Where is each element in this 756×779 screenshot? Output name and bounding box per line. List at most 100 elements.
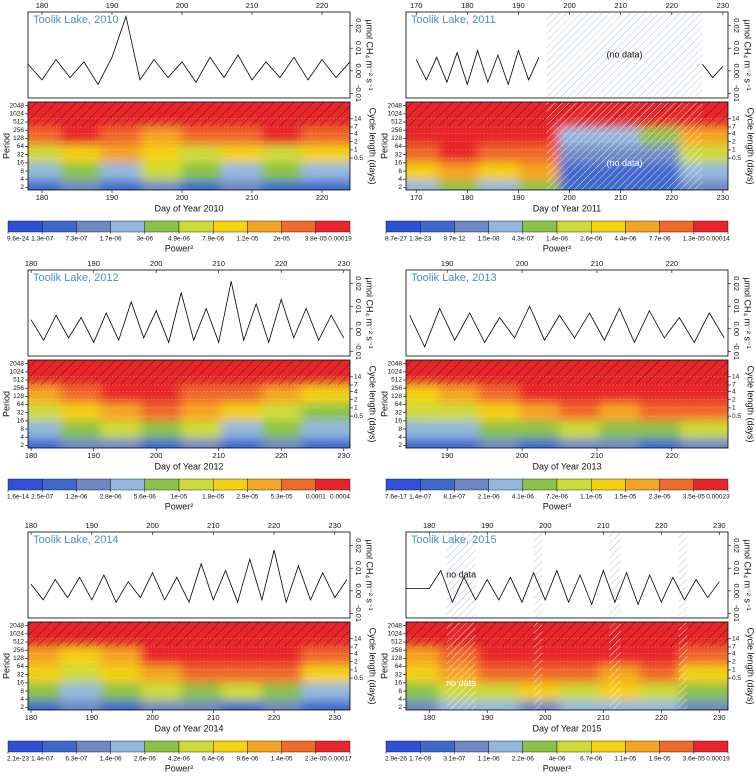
colorbar-segment [693, 220, 729, 233]
no-data-region [609, 622, 621, 710]
cycle-tick-label: 2 [732, 658, 736, 665]
y-tick-label: 0.00 [354, 322, 363, 337]
period-tick-label: 512 [13, 119, 24, 126]
period-tick-label: 16 [17, 680, 25, 687]
colorbar-tick-label: 1.2e-06 [65, 494, 87, 501]
y-tick-label: 0.00 [732, 322, 741, 337]
period-tick-label: 2 [398, 704, 402, 711]
y-tick-label: 0.02 [354, 18, 363, 33]
colorbar-tick-label: 2.5e-07 [31, 494, 53, 501]
colorbar-segment [144, 478, 180, 491]
cycle-tick-label: 2 [732, 396, 736, 403]
colorbar-segment [385, 478, 421, 491]
colorbar-segment [212, 478, 248, 491]
cone-hatch [28, 360, 350, 385]
colorbar-segment [281, 478, 317, 491]
colorbar-segment [42, 740, 77, 753]
x-tick-label: 200 [516, 259, 529, 268]
colorbar-tick-label: 9.6e-24 [7, 236, 29, 243]
period-tick-label: 64 [17, 663, 25, 670]
colorbar-tick-label: 6.3e-07 [65, 756, 87, 763]
colorbar-tick-label: 1.7e-09 [409, 756, 431, 763]
colorbar-segment [7, 740, 43, 753]
x-tick-label: 180 [461, 1, 474, 10]
colorbar-tick-label: 3e-06 [136, 236, 153, 243]
period-tick-label: 2048 [10, 102, 25, 109]
x-tick-label: 180 [25, 259, 38, 268]
colorbar-segment [42, 220, 77, 233]
x-tick-label: 200 [539, 713, 552, 722]
colorbar-tick-label: 7.9e-06 [202, 236, 224, 243]
cycle-tick-label: 1 [354, 667, 358, 674]
wavelet-frame [27, 359, 351, 449]
x-tick-label: 190 [106, 193, 119, 202]
y-tick-label: 0.02 [354, 276, 363, 291]
x-tick-label: 180 [25, 713, 38, 722]
cycle-tick-label: 4 [732, 130, 736, 137]
y-tick-label: -0.01 [732, 343, 741, 360]
cycle-tick-label: 2 [354, 658, 358, 665]
colorbar-tick-label: 1e-05 [171, 494, 188, 501]
cycle-axis-label: Cycle length (days) [746, 365, 756, 442]
heatmap-cells [28, 622, 350, 710]
period-tick-label: 32 [17, 151, 25, 158]
colorbar-segment [144, 740, 180, 753]
colorbar-segment [385, 220, 421, 233]
x-tick-label: 230 [717, 193, 730, 202]
period-tick-label: 1024 [10, 111, 25, 118]
colorbar-tick-label: 9.7e-12 [443, 236, 465, 243]
colorbar-segment [454, 220, 489, 233]
colorbar-segment [591, 478, 626, 491]
y-tick-label: 0.01 [732, 299, 741, 314]
period-axis-label: Period [379, 653, 389, 679]
x-tick-label: 210 [591, 259, 604, 268]
colorbar-segment [420, 478, 455, 491]
y-axis-label: μmol CH₄ m⁻² s⁻¹ [743, 19, 753, 90]
wavelet-frame [405, 101, 729, 191]
colorbar-tick-label: 4.1e-06 [512, 494, 534, 501]
colorbar-segment [76, 220, 111, 233]
period-tick-label: 64 [395, 663, 403, 670]
period-tick-label: 16 [17, 418, 25, 425]
colorbar-tick-label: 2.6e-06 [134, 756, 156, 763]
y-tick-label: -0.01 [732, 605, 741, 622]
colorbar-tick-label: 3.8e-05 [305, 236, 327, 243]
colorbar-tick-label: 2.1e-06 [478, 494, 500, 501]
colorbar-tick-label: 4e-06 [549, 756, 566, 763]
no-data-region [546, 13, 703, 97]
cycle-axis-label: Cycle length (days) [368, 107, 378, 184]
wavelet-frame [405, 359, 729, 449]
cycle-tick-label: 0.5 [732, 155, 741, 162]
period-tick-label: 64 [17, 401, 25, 408]
colorbar-segment [212, 220, 248, 233]
y-tick-label: 0.02 [354, 538, 363, 553]
period-tick-label: 4 [398, 696, 402, 703]
colorbar-tick-label: 0.0001 [306, 494, 326, 501]
heatmap [28, 360, 350, 448]
period-tick-label: 128 [391, 135, 402, 142]
no-data-label: (no data) [606, 158, 642, 168]
x-tick-label: 230 [337, 259, 350, 268]
x-tick-label: 190 [441, 259, 454, 268]
period-tick-label: 2048 [10, 360, 25, 367]
colorbar-segment [488, 220, 524, 233]
no-data-region [533, 622, 543, 710]
period-tick-label: 512 [13, 639, 24, 646]
period-tick-label: 32 [17, 409, 25, 416]
x-tick-label: 170 [410, 193, 423, 202]
period-tick-label: 8 [20, 688, 24, 695]
x-tick-label: 200 [150, 451, 163, 460]
y-axis-label: μmol CH₄ m⁻² s⁻¹ [743, 539, 753, 610]
colorbar-segment [522, 478, 558, 491]
colorbar-tick-label: 6.4e-06 [202, 756, 224, 763]
cycle-tick-label: 14 [732, 636, 740, 643]
colorbar-segment [659, 220, 694, 233]
x-tick-label: 200 [563, 1, 576, 10]
colorbar-segment [625, 740, 660, 753]
cycle-tick-label: 7 [732, 644, 736, 651]
colorbar-tick-label: 1.3e-07 [31, 236, 53, 243]
colorbar-tick-label: 3.1e-07 [443, 756, 465, 763]
colorbar-tick-label: 3.6e-05 [683, 756, 705, 763]
colorbar-tick-label: 7.6e-17 [385, 494, 407, 501]
no-data-label: no data [446, 678, 476, 688]
